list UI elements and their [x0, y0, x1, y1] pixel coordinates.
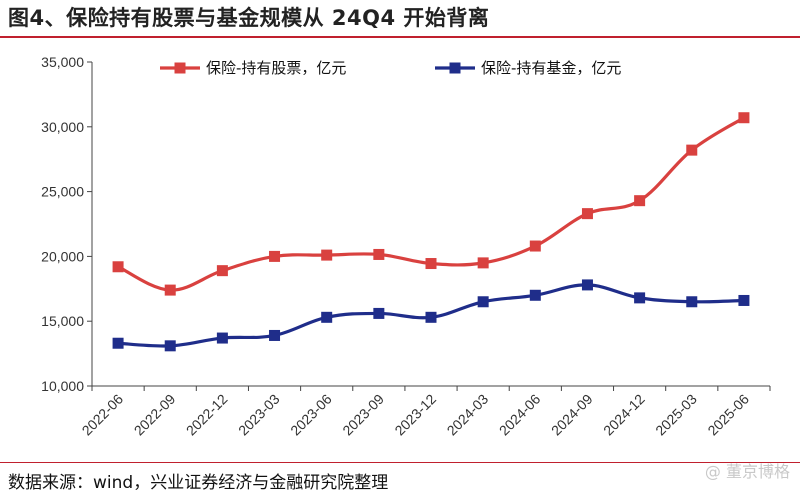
legend-label-1: 保险-持有股票，亿元	[206, 59, 346, 77]
series-1-marker	[477, 257, 489, 269]
series-2-marker	[164, 340, 176, 352]
x-tick-label: 2022-06	[79, 391, 127, 439]
x-tick-label: 2025-03	[652, 391, 700, 439]
series-2-marker	[529, 289, 541, 301]
series-2-marker	[269, 329, 281, 341]
series-1-marker	[216, 265, 228, 277]
x-tick-label: 2023-09	[339, 391, 387, 439]
series-2-marker	[738, 294, 750, 306]
y-tick-label: 10,000	[41, 378, 84, 394]
y-tick-label: 25,000	[41, 184, 84, 200]
chart-title: 图4、保险持有股票与基金规模从 24Q4 开始背离	[8, 6, 490, 30]
x-tick-label: 2024-09	[548, 391, 596, 439]
series-2-marker	[686, 296, 698, 308]
y-tick-label: 35,000	[41, 54, 84, 70]
series-1-marker	[269, 250, 281, 262]
y-tick-label: 15,000	[41, 313, 84, 329]
series-1-marker	[321, 249, 333, 261]
x-tick-label: 2024-12	[600, 391, 648, 439]
y-tick-label: 30,000	[41, 119, 84, 135]
x-tick-label: 2023-03	[235, 391, 283, 439]
series-2-marker	[112, 337, 124, 349]
series-1-marker	[529, 240, 541, 252]
series-2-marker	[477, 296, 489, 308]
series-2-marker	[581, 279, 593, 291]
series-2-marker	[321, 311, 333, 323]
series-1-marker	[373, 248, 385, 260]
series-1-marker	[634, 195, 646, 207]
series-1-marker	[686, 144, 698, 156]
legend-label-2: 保险-持有基金，亿元	[481, 59, 621, 77]
series-2-marker	[373, 307, 385, 319]
title-divider	[0, 36, 800, 38]
legend-marker-1	[174, 62, 186, 74]
x-tick-label: 2024-03	[444, 391, 492, 439]
series-1-marker	[425, 258, 437, 270]
source-note: 数据来源：wind，兴业证券经济与金融研究院整理	[8, 473, 389, 493]
x-tick-label: 2022-12	[183, 391, 231, 439]
y-tick-label: 20,000	[41, 248, 84, 264]
series-2-marker	[425, 311, 437, 323]
legend-marker-2	[449, 62, 461, 74]
x-tick-label: 2023-12	[391, 391, 439, 439]
footer-divider	[0, 462, 800, 463]
x-tick-label: 2022-09	[131, 391, 179, 439]
series-2-marker	[634, 292, 646, 304]
x-tick-label: 2024-06	[496, 391, 544, 439]
series-1-marker	[738, 112, 750, 124]
series-1-marker	[164, 284, 176, 296]
x-tick-label: 2023-06	[287, 391, 335, 439]
series-2-marker	[216, 332, 228, 344]
watermark: @ 董京博格	[704, 462, 790, 481]
series-1-marker	[112, 261, 124, 273]
x-tick-label: 2025-06	[704, 391, 752, 439]
series-1-marker	[581, 208, 593, 220]
